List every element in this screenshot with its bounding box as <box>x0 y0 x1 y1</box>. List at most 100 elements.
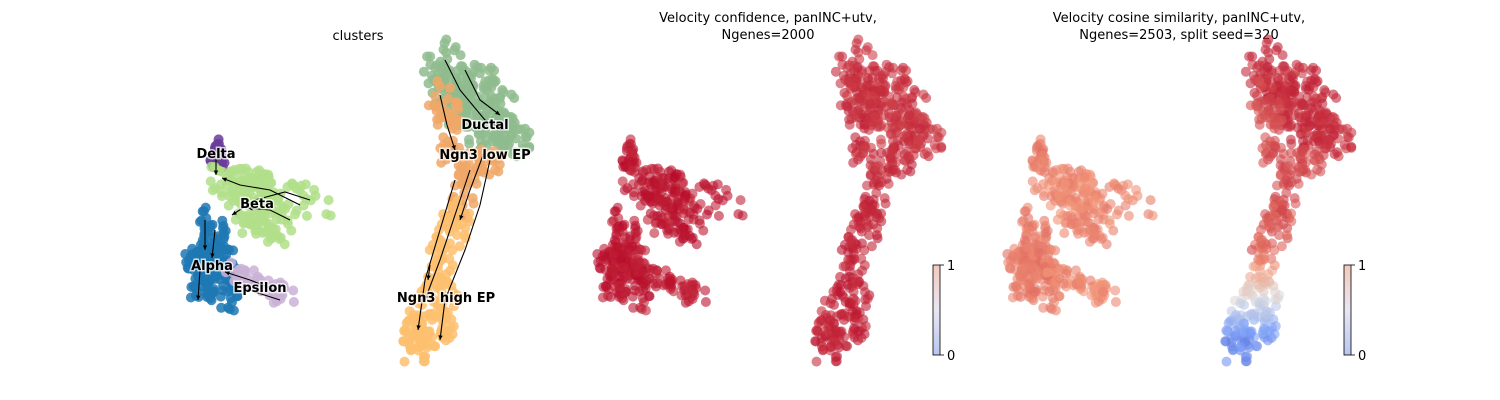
cluster-point <box>309 184 320 195</box>
cosine-point <box>1297 146 1308 157</box>
streamline <box>211 229 216 259</box>
confidence-point <box>850 277 861 288</box>
streamline-arrowhead <box>202 245 208 250</box>
cosine-point <box>1263 217 1274 228</box>
cluster-point <box>253 203 264 214</box>
confidence-point <box>606 264 617 275</box>
confidence-point <box>644 171 655 182</box>
confidence-point <box>655 166 666 177</box>
cosine-point <box>1221 356 1232 367</box>
confidence-point <box>617 176 628 187</box>
streamline-arrowhead <box>248 206 253 211</box>
cluster-point <box>438 44 449 55</box>
cosine-point <box>1292 122 1303 133</box>
cluster-point <box>463 134 474 145</box>
cluster-point <box>476 136 486 147</box>
confidence-point <box>660 193 671 203</box>
cosine-point <box>1123 194 1134 204</box>
cosine-point <box>1245 287 1256 297</box>
cosine-point <box>1298 136 1308 147</box>
confidence-point <box>860 321 871 332</box>
cluster-point <box>447 260 458 271</box>
cluster-point <box>440 335 451 346</box>
confidence-point <box>646 163 657 174</box>
streamline <box>424 169 471 301</box>
cluster-point <box>462 180 473 191</box>
cosine-point <box>1264 93 1275 104</box>
confidence-point <box>652 211 663 222</box>
cluster-point <box>430 90 440 101</box>
confidence-point <box>617 262 628 273</box>
cluster-point <box>510 147 521 158</box>
confidence-point <box>866 241 877 252</box>
cluster-point <box>435 56 446 67</box>
cluster-point <box>439 309 450 320</box>
cluster-point <box>524 141 535 152</box>
cluster-point <box>434 81 445 92</box>
cosine-point <box>1317 98 1328 109</box>
cluster-label-ngn3-high-ep: Ngn3 high EP <box>397 291 495 306</box>
confidence-point <box>609 206 620 217</box>
colorbar-tick-label: 0 <box>947 349 955 364</box>
streamline <box>221 177 301 206</box>
cluster-point <box>464 147 475 158</box>
colorbar-tick-label: 1 <box>947 259 955 274</box>
cosine-point <box>1274 195 1285 206</box>
cluster-point <box>288 297 299 307</box>
cluster-point <box>238 179 249 190</box>
cosine-point <box>1098 286 1108 297</box>
confidence-point <box>839 310 850 321</box>
cluster-point <box>464 216 475 227</box>
cluster-point <box>207 286 218 297</box>
cosine-point <box>1220 336 1231 347</box>
cosine-point <box>1112 209 1122 220</box>
cosine-point <box>1042 267 1053 278</box>
cluster-point <box>521 132 532 143</box>
streamline <box>464 69 501 116</box>
streamline <box>439 159 491 341</box>
cosine-point <box>1302 126 1313 137</box>
cluster-point <box>206 161 217 172</box>
cluster-point <box>447 329 458 340</box>
cosine-point <box>1343 132 1354 143</box>
confidence-point <box>820 310 831 320</box>
cosine-point <box>1260 132 1271 143</box>
cosine-point <box>1260 209 1271 220</box>
confidence-point <box>612 242 623 253</box>
confidence-point <box>597 292 608 303</box>
cluster-point <box>420 351 431 362</box>
confidence-point <box>713 194 724 204</box>
cluster-point <box>291 183 302 194</box>
confidence-point <box>850 296 861 306</box>
cosine-point <box>1263 34 1274 45</box>
cluster-point <box>212 248 223 258</box>
cluster-point <box>438 209 449 220</box>
cosine-point <box>1012 273 1023 284</box>
confidence-point <box>904 110 915 121</box>
cosine-point <box>1240 66 1251 77</box>
cosine-point <box>1040 228 1051 238</box>
confidence-point <box>830 66 841 77</box>
confidence-point <box>874 180 885 191</box>
colorbar-gradient <box>1343 264 1352 356</box>
cosine-point <box>1309 155 1320 166</box>
cluster-point <box>464 208 475 219</box>
confidence-point <box>835 287 846 297</box>
cluster-point <box>187 243 198 254</box>
cluster-point <box>216 187 227 198</box>
confidence-point <box>687 277 698 288</box>
cluster-point <box>413 341 424 352</box>
confidence-point <box>712 179 723 190</box>
cluster-point <box>520 123 531 134</box>
cosine-point <box>1286 216 1297 227</box>
cosine-point <box>1038 302 1049 313</box>
cluster-point <box>425 51 436 62</box>
cosine-point <box>1277 50 1288 61</box>
confidence-point <box>896 75 907 86</box>
confidence-points <box>592 34 947 367</box>
cosine-point <box>1276 204 1287 215</box>
panel-title-velocity-confidence-line2: Ngenes=2000 <box>722 28 815 43</box>
cosine-point <box>1029 185 1040 196</box>
cosine-point <box>1250 100 1261 111</box>
